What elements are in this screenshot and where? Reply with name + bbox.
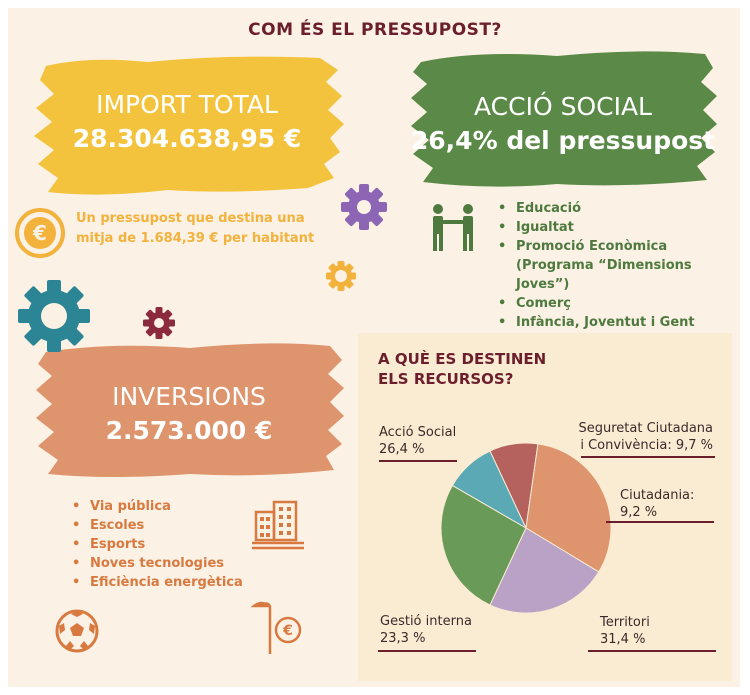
list-item: Eficiència energètica [70, 573, 270, 592]
leader-line [606, 521, 714, 523]
gear-icon [326, 261, 356, 291]
list-item: Escoles [70, 516, 270, 535]
euro-coin-icon: € [15, 208, 65, 258]
pie-chart [440, 442, 612, 614]
page-title: COM ÉS EL PRESSUPOST? [248, 20, 502, 40]
svg-text:€: € [282, 623, 293, 639]
gear-icon [18, 280, 90, 352]
import-description: Un pressupost que destina una mitja de 1… [76, 211, 315, 246]
list-item: Igualtat [496, 218, 726, 237]
label-seguretat: Seguretat Ciutadana i Convivència: 9,7 % [578, 421, 713, 453]
people-icon [433, 204, 473, 251]
inversions-label: INVERSIONS [112, 382, 266, 411]
accio-social-banner: ACCIÓ SOCIAL 26,4% del pressupost [407, 44, 719, 192]
list-item: Esports [70, 535, 270, 554]
label-ciutadania: Ciutadania: 9,2 % [620, 488, 695, 520]
list-item: Noves tecnologies [70, 554, 270, 573]
list-item: Educació [496, 199, 726, 218]
label-gestio-interna: Gestió interna 23,3 % [380, 614, 472, 646]
gear-icon [143, 307, 175, 339]
import-total-value: 28.304.638,95 € [72, 124, 302, 153]
green-brush-stroke [411, 51, 717, 187]
accio-social-list: Educació Igualtat Promoció Econòmica (Pr… [496, 199, 726, 351]
pie-slice-territori [525, 443, 612, 573]
import-total-banner: IMPORT TOTAL 28.304.638,95 € [28, 52, 346, 200]
list-item: Via pública [70, 497, 270, 516]
building-icon [252, 500, 304, 550]
inversions-list: Via pública Escoles Esports Noves tecnol… [70, 497, 270, 592]
gear-icon [341, 184, 387, 230]
inversions-value: 2.573.000 € [105, 416, 273, 445]
list-item: Promoció Econòmica (Programa “Dimensions… [496, 237, 726, 294]
label-accio-social: Acció Social 26,4 % [379, 425, 457, 457]
pie-slice-acci-social [440, 484, 527, 606]
label-territori: Territori 31,4 % [600, 615, 650, 647]
yellow-brush-stroke [34, 56, 344, 195]
soccer-ball-icon [55, 609, 99, 653]
accio-social-label: ACCIÓ SOCIAL [474, 92, 652, 121]
list-item: Comerç [496, 294, 726, 313]
orange-brush-stroke [36, 343, 344, 477]
leader-line [588, 650, 716, 652]
leader-line [581, 456, 715, 458]
streetlight-euro-icon: € [250, 601, 302, 654]
inversions-banner: INVERSIONS 2.573.000 € [30, 338, 348, 480]
pie-slice-gesti-interna [489, 527, 600, 614]
leader-line [379, 460, 457, 462]
import-total-label: IMPORT TOTAL [96, 90, 278, 119]
chart-title: A QUÈ ES DESTINEN ELS RECURSOS? [378, 350, 547, 388]
svg-text:€: € [32, 221, 47, 245]
leader-line [378, 650, 476, 652]
accio-social-value: 26,4% del pressupost [410, 126, 716, 155]
